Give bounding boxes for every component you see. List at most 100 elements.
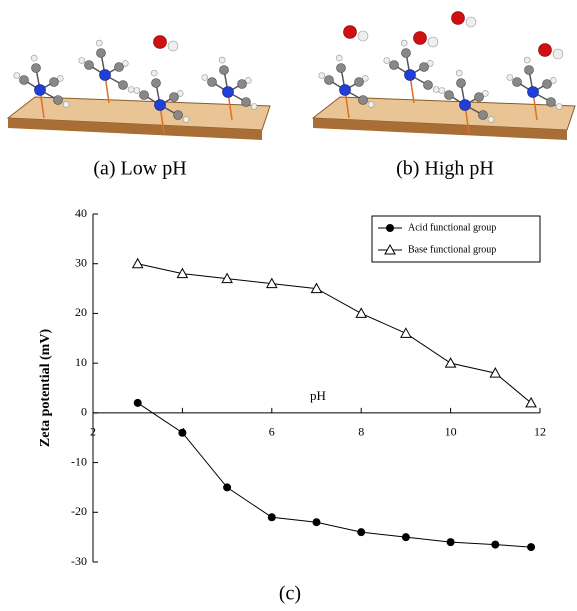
hydrogen — [506, 74, 514, 81]
carbon — [324, 75, 334, 85]
point — [131, 257, 144, 269]
hydrogen — [62, 101, 70, 108]
point — [310, 282, 323, 294]
hydrogen — [133, 87, 141, 94]
y-axis-label: Zeta potential (mV) — [38, 329, 53, 448]
hydrogen — [245, 77, 252, 84]
point — [489, 367, 502, 378]
hydrogen — [177, 90, 184, 97]
nitrogen — [404, 69, 416, 81]
hydrogen — [426, 60, 434, 67]
hydrogen — [13, 72, 21, 79]
carbon — [49, 77, 59, 87]
point — [176, 267, 189, 279]
point — [357, 528, 366, 537]
carbon — [546, 97, 556, 107]
series-line — [137, 263, 532, 404]
oxygen — [343, 25, 357, 39]
y-tick-label: -10 — [71, 454, 87, 468]
hydrogen — [549, 77, 557, 84]
hydrogen — [182, 116, 190, 123]
point — [355, 307, 368, 318]
hydrogen — [218, 56, 226, 64]
nitrogen — [459, 99, 471, 111]
hydrogen — [400, 39, 408, 47]
hydrogen — [465, 16, 477, 28]
hydrogen — [250, 103, 258, 110]
x-tick-label: 6 — [269, 425, 275, 439]
oxygen — [451, 11, 465, 25]
hydrogen — [367, 101, 375, 108]
substrate-top — [311, 96, 576, 131]
carbon — [336, 63, 346, 73]
point — [444, 357, 457, 368]
carbon — [401, 48, 411, 58]
caption-b: (b) High pH — [396, 158, 494, 180]
carbon — [151, 78, 161, 88]
point — [527, 543, 536, 552]
point — [221, 272, 233, 284]
hydrogen — [455, 69, 463, 77]
series-line — [137, 402, 532, 548]
carbon — [53, 95, 63, 105]
hydrogen — [201, 74, 209, 81]
carbon — [389, 60, 399, 70]
hydrogen — [122, 60, 129, 67]
point — [525, 396, 537, 408]
hydrogen — [487, 116, 495, 123]
legend-box — [371, 215, 541, 263]
nitrogen — [222, 86, 234, 98]
substrate-front — [8, 118, 262, 140]
hydrogen — [438, 87, 446, 94]
legend-marker — [384, 243, 396, 255]
carbon — [139, 90, 149, 100]
hydrogen — [127, 86, 135, 93]
y-tick-label: 20 — [75, 305, 87, 319]
x-tick-label: 10 — [445, 425, 457, 439]
hydrogen — [56, 75, 64, 82]
x-tick-label: 8 — [358, 425, 364, 439]
hydrogen — [427, 36, 439, 48]
nitrogen — [34, 84, 46, 96]
legend-label: Acid functional group — [408, 222, 496, 233]
carbon — [524, 65, 534, 75]
point — [133, 398, 142, 407]
carbon — [354, 77, 364, 87]
oxygen — [413, 31, 427, 45]
carbon — [237, 79, 247, 89]
carbon — [478, 110, 488, 120]
point — [446, 538, 455, 547]
caption-a: (a) Low pH — [93, 158, 186, 180]
carbon — [542, 79, 552, 89]
carbon — [419, 62, 429, 72]
x-tick-label: 12 — [534, 425, 546, 439]
carbon — [444, 90, 454, 100]
carbon — [118, 80, 128, 90]
carbon — [474, 92, 484, 102]
y-tick-label: 0 — [81, 405, 87, 419]
hydrogen — [552, 48, 564, 60]
carbon — [96, 48, 106, 58]
hydrogen — [318, 72, 326, 79]
hydrogen — [95, 39, 103, 47]
y-tick-label: 10 — [75, 355, 87, 369]
y-tick-label: -30 — [71, 554, 87, 568]
hydrogen — [150, 69, 158, 77]
carbon — [219, 65, 229, 75]
nitrogen — [339, 84, 351, 96]
point — [223, 483, 232, 492]
nitrogen — [154, 99, 166, 111]
point — [401, 533, 410, 542]
point — [312, 518, 321, 527]
hydrogen — [335, 54, 343, 62]
hydrogen — [383, 57, 391, 64]
carbon — [173, 110, 183, 120]
carbon — [512, 77, 522, 87]
carbon — [358, 95, 368, 105]
hydrogen — [432, 86, 440, 93]
carbon — [241, 97, 251, 107]
point — [178, 428, 187, 437]
x-axis-label: pH — [310, 388, 326, 403]
point — [400, 327, 412, 338]
